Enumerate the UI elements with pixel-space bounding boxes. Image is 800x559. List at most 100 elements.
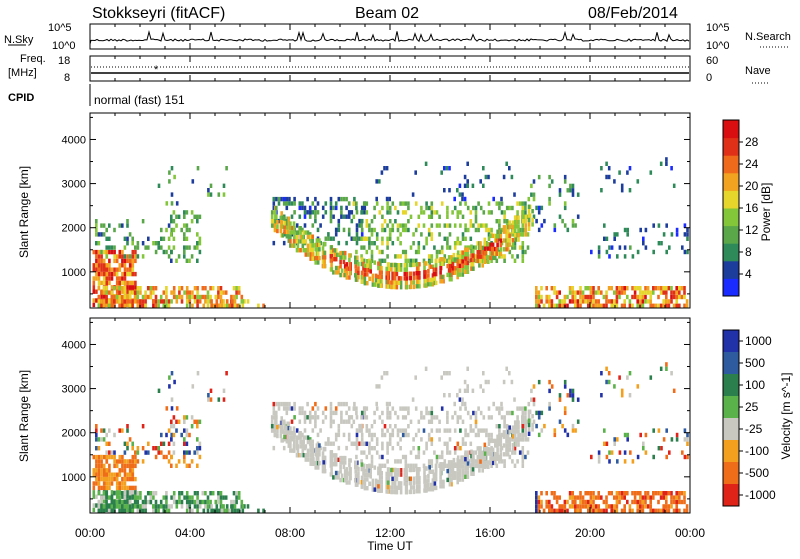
power-cell bbox=[196, 232, 199, 237]
velocity-cell bbox=[657, 508, 660, 513]
velocity-cell bbox=[324, 415, 328, 420]
power-cell bbox=[508, 220, 511, 225]
power-cell bbox=[131, 236, 134, 241]
velocity-cell bbox=[391, 476, 394, 481]
velocity-cell bbox=[495, 443, 498, 448]
power-cell bbox=[610, 245, 614, 250]
velocity-cell bbox=[283, 430, 286, 435]
velocity-cell bbox=[108, 441, 111, 446]
velocity-cell bbox=[299, 453, 302, 458]
power-cell bbox=[448, 259, 452, 264]
power-cell bbox=[428, 264, 431, 269]
velocity-cell bbox=[409, 467, 412, 473]
velocity-cell bbox=[594, 504, 598, 509]
velocity-cell bbox=[496, 434, 499, 439]
velocity-cell bbox=[579, 504, 582, 509]
velocity-cell bbox=[517, 438, 520, 443]
velocity-cell bbox=[440, 454, 444, 460]
power-cell bbox=[332, 257, 335, 262]
velocity-cell bbox=[333, 462, 337, 467]
velocity-cell bbox=[128, 472, 132, 477]
power-cell bbox=[157, 245, 160, 250]
velocity-cell bbox=[380, 375, 384, 380]
power-cell bbox=[366, 259, 369, 264]
power-cell bbox=[631, 294, 634, 300]
velocity-cell bbox=[289, 426, 292, 431]
power-cell bbox=[623, 286, 626, 291]
velocity-cell bbox=[665, 495, 668, 500]
power-cell bbox=[524, 223, 528, 228]
velocity-cell bbox=[306, 457, 310, 462]
power-cell bbox=[215, 303, 219, 308]
power-cell bbox=[115, 254, 119, 259]
power-cell bbox=[175, 201, 179, 206]
power-cell bbox=[374, 278, 378, 283]
velocity-cell bbox=[295, 453, 299, 458]
velocity-cell bbox=[343, 477, 347, 483]
power-cell bbox=[160, 227, 163, 233]
velocity-cell bbox=[191, 499, 194, 505]
velocity-cell bbox=[461, 473, 465, 478]
power-cell bbox=[350, 236, 354, 241]
velocity-cell bbox=[662, 437, 666, 442]
velocity-cell bbox=[494, 443, 497, 448]
power-cell bbox=[498, 201, 501, 206]
power-cell bbox=[373, 282, 377, 287]
power-cell bbox=[415, 284, 419, 289]
velocity-cell bbox=[610, 508, 613, 513]
velocity-cell bbox=[470, 462, 473, 468]
power-cell bbox=[102, 290, 106, 295]
power-cell bbox=[613, 236, 616, 241]
velocity-cell bbox=[369, 469, 372, 475]
velocity-cell bbox=[123, 450, 127, 455]
velocity-cell bbox=[607, 379, 611, 385]
nsearch-tick-low: 10^0 bbox=[706, 40, 730, 52]
power-cell bbox=[277, 218, 281, 224]
velocity-cell bbox=[381, 428, 384, 433]
power-cell bbox=[587, 294, 590, 300]
velocity-cell bbox=[610, 450, 614, 455]
velocity-cell bbox=[558, 397, 562, 402]
velocity-cell bbox=[594, 495, 598, 500]
velocity-cell bbox=[474, 415, 478, 420]
velocity-cell bbox=[628, 393, 632, 398]
velocity-cell bbox=[412, 476, 416, 481]
velocity-cell bbox=[405, 485, 408, 490]
velocity-cell bbox=[494, 456, 497, 461]
velocity-cell bbox=[136, 446, 140, 451]
power-cell bbox=[183, 245, 186, 250]
velocity-cell bbox=[95, 454, 98, 460]
power-cell bbox=[315, 238, 319, 243]
velocity-cell bbox=[160, 441, 163, 446]
velocity-cell bbox=[316, 465, 320, 470]
power-cell bbox=[222, 192, 226, 197]
velocity-cell bbox=[329, 419, 333, 424]
power-cell bbox=[123, 280, 127, 286]
power-cell bbox=[196, 290, 199, 295]
velocity-cell bbox=[505, 366, 508, 371]
power-cell bbox=[146, 286, 150, 291]
velocity-cell bbox=[386, 480, 390, 485]
velocity-cell bbox=[672, 499, 676, 505]
velocity-cell bbox=[97, 468, 101, 473]
velocity-cell bbox=[309, 439, 312, 444]
velocity-cell bbox=[366, 468, 369, 473]
velocity-cell bbox=[379, 484, 382, 489]
power-cell bbox=[97, 271, 101, 277]
power-cell bbox=[375, 245, 379, 250]
velocity-cell bbox=[196, 463, 199, 468]
power-cell bbox=[404, 201, 408, 206]
power-cell bbox=[215, 299, 219, 304]
velocity-cell bbox=[431, 487, 435, 492]
power-cell bbox=[600, 166, 603, 171]
power-cell bbox=[453, 196, 456, 202]
velocity-cell bbox=[373, 465, 377, 470]
velocity-cell bbox=[471, 471, 475, 476]
velocity-cell bbox=[563, 379, 567, 385]
power-cell bbox=[375, 179, 378, 184]
power-cell bbox=[485, 227, 488, 233]
velocity-cell bbox=[298, 410, 302, 416]
power-cell bbox=[299, 239, 302, 244]
power-cell bbox=[339, 250, 342, 256]
velocity-cell bbox=[404, 428, 408, 433]
